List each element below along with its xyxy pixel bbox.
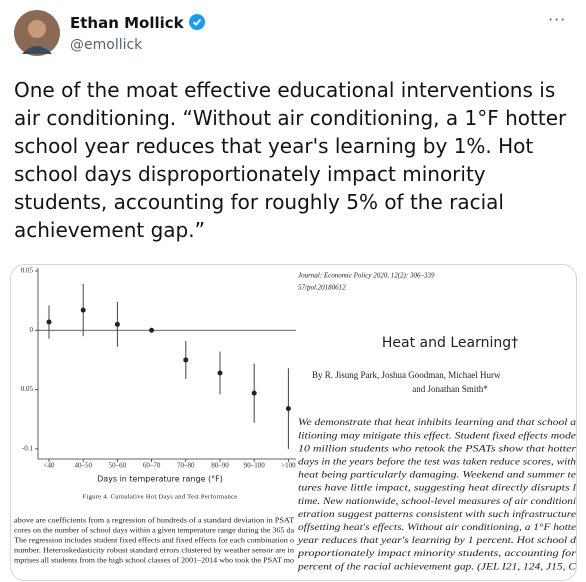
figure-note: cores on the number of school days withi… [14, 527, 295, 535]
x-tick-label: 90–100 [244, 462, 266, 470]
point [217, 370, 223, 376]
figure-note: The regression includes student fixed ef… [14, 537, 295, 545]
abstract-line: etration suggest patterns consistent wit… [298, 509, 576, 520]
abstract-line: year reduces that year's learning by 1 p… [297, 536, 577, 546]
figure-note: above are coefficients from a regression… [14, 517, 295, 525]
x-axis-label: Days in temperature range (°F) [97, 475, 223, 484]
abstract-line: 10 million students who retook the PSATs… [298, 444, 576, 454]
abstract-line: percent of the racial achievement gap. (… [297, 561, 577, 572]
point [80, 307, 86, 313]
authors: By R. Jisung Park, Joshua Goodman, Micha… [312, 370, 501, 380]
image-frame [10, 264, 577, 581]
journal: Journal: Economic Policy 2020, 12(2): 30… [298, 272, 435, 280]
author-handle[interactable]: @emollick [70, 37, 143, 53]
tweet-text: One of the moat effective educational in… [14, 78, 567, 242]
y-tick-label: 0 [30, 326, 34, 334]
x-tick-label: >100 [281, 462, 296, 470]
doi: 57/pol.20180612 [298, 284, 346, 292]
y-tick-label: 0.05 [21, 385, 34, 393]
abstract-line: litioning may mitigate this effect. Stud… [298, 430, 576, 441]
x-tick-label: <40 [44, 462, 55, 470]
name-text[interactable]: Ethan Mollick [70, 14, 184, 32]
point [46, 319, 52, 325]
y-tick-label: 0.05 [21, 267, 34, 275]
figure-note: number. Heteroskedasticity robust standa… [14, 547, 295, 555]
abstract-line: time. New nationwide, school-level measu… [298, 496, 576, 507]
y-tick-label: -0.1 [22, 445, 34, 453]
point [149, 327, 155, 333]
x-tick-label: 70–80 [177, 462, 195, 470]
point [114, 321, 120, 327]
x-tick-label: 80–90 [211, 462, 229, 470]
abstract-line: offsetting heat's effects. Without air c… [298, 522, 576, 533]
avatar[interactable] [14, 10, 60, 56]
point [251, 390, 257, 396]
paper-title: Heat and Learning† [382, 335, 518, 351]
x-tick-label: 60–70 [143, 462, 161, 470]
figure-note: mprises all students from the high schoo… [14, 557, 295, 565]
authors: and Jonathan Smith* [412, 384, 488, 394]
abstract-line: proportionately impact minority students… [297, 548, 577, 559]
figure-caption: Figure 4. Cumulative Hot Days and Test P… [83, 493, 238, 500]
author-name[interactable]: Ethan Mollick [70, 14, 205, 32]
verified-badge [188, 14, 205, 30]
point [183, 357, 189, 363]
abstract-line: tures have little impact, suggesting hea… [298, 484, 576, 494]
abstract-line: days in the years before the test was ta… [298, 456, 576, 467]
abstract-line: heat being particularly damaging. Weeken… [298, 471, 576, 481]
x-tick-label: 50–60 [109, 462, 127, 470]
point [285, 406, 291, 412]
abstract-line: We demonstrate that heat inhibits learni… [298, 418, 576, 428]
x-tick-label: 40–50 [74, 462, 92, 470]
more-button[interactable]: ··· [548, 10, 567, 29]
